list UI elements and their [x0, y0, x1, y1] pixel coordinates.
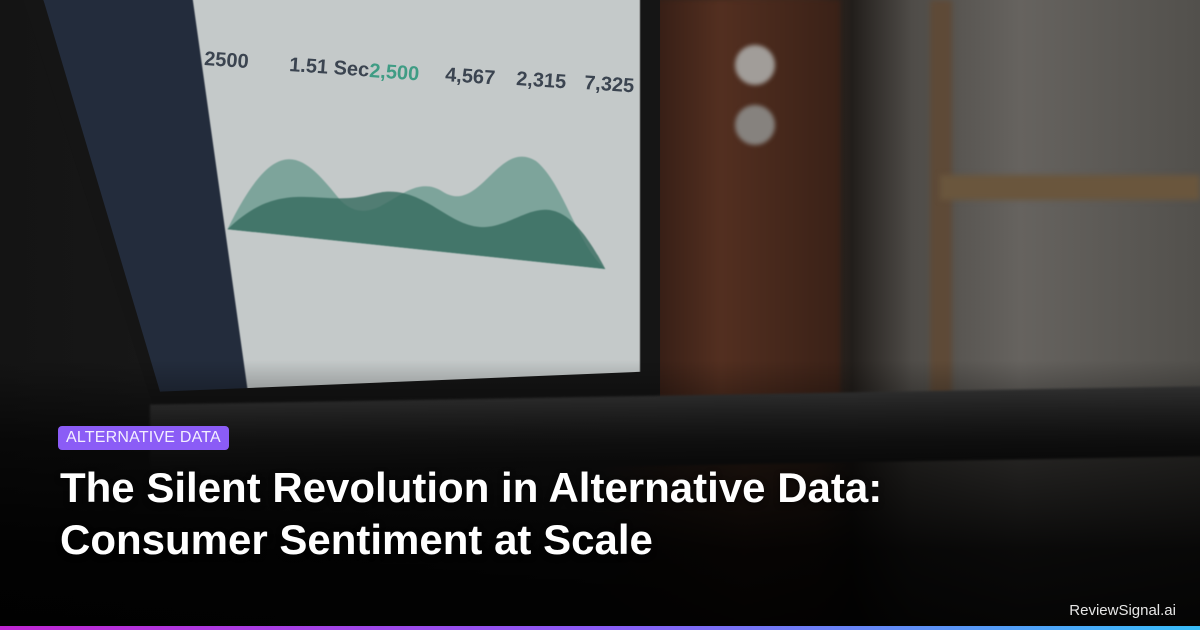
category-badge: ALTERNATIVE DATA — [58, 426, 229, 450]
kpi-value: 2500 — [203, 48, 250, 74]
photo-shelf-frame — [930, 0, 952, 420]
photo-door-lock — [735, 105, 775, 145]
photo-shelf — [940, 175, 1200, 200]
kpi-value: 2,500 — [368, 60, 420, 86]
dashboard-area-chart — [227, 156, 606, 270]
article-title: The Silent Revolution in Alternative Dat… — [60, 462, 1060, 566]
title-line-1: The Silent Revolution in Alternative Dat… — [60, 464, 883, 511]
kpi-value: 7,325 — [583, 72, 635, 98]
kpi-value: 2,315 — [515, 68, 567, 94]
brand-name: ReviewSignal.ai — [1069, 602, 1176, 619]
accent-gradient-bar — [0, 626, 1200, 630]
dark-overlay — [0, 360, 1200, 630]
photo-door-handle — [735, 45, 775, 85]
title-line-2: Consumer Sentiment at Scale — [60, 516, 653, 563]
kpi-value: 4,567 — [444, 64, 496, 90]
